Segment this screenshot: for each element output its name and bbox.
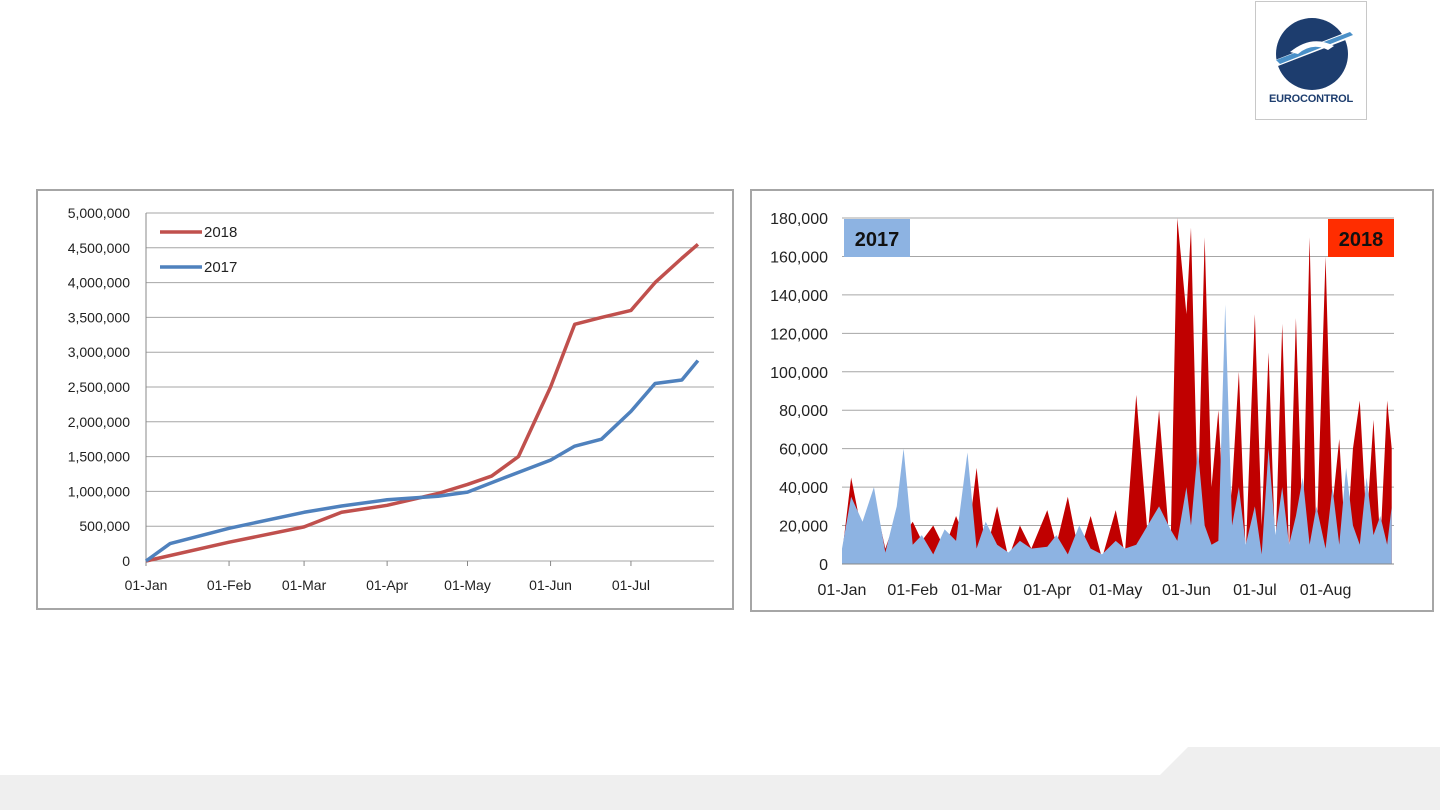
x-tick-label: 01-Apr: [366, 577, 408, 593]
y-tick-label: 120,000: [770, 326, 828, 343]
y-tick-label: 20,000: [779, 519, 828, 536]
area-series-2017: [842, 304, 1392, 564]
footer-tab-shape: [1160, 747, 1440, 810]
x-tick-label: 01-Feb: [207, 577, 252, 593]
badge-2018: [1328, 219, 1394, 257]
y-tick-label: 40,000: [779, 480, 828, 497]
y-tick-label: 2,500,000: [68, 379, 130, 395]
y-tick-label: 180,000: [770, 211, 828, 228]
y-tick-label: 160,000: [770, 249, 828, 266]
x-tick-label: 01-May: [444, 577, 491, 593]
x-tick-label: 01-Jan: [818, 582, 867, 599]
x-tick-label: 01-Mar: [282, 577, 327, 593]
cumulative-chart-svg: 5,000,000 4,500,000 4,000,000 3,500,000 3,00…: [68, 205, 714, 593]
y-tick-label: 3,000,000: [68, 344, 130, 360]
eurocontrol-logo-icon: [1270, 18, 1356, 90]
daily-area-chart-svg: 180,000 160,000 140,000 120,000 100,000 80,00…: [770, 211, 1394, 599]
y-tick-label: 2,000,000: [68, 414, 130, 430]
daily-area-chart: 180,000 160,000 140,000 120,000 100,000 80,00…: [750, 189, 1434, 612]
y-tick-label: 60,000: [779, 442, 828, 459]
y-tick-label: 0: [122, 553, 130, 569]
x-tick-label: 01-Jun: [529, 577, 572, 593]
badge-2017: [844, 219, 910, 257]
legend-label: 2017: [204, 259, 237, 276]
x-tick-label: 01-May: [1089, 582, 1142, 599]
x-tick-label: 01-Feb: [887, 582, 938, 599]
y-tick-label: 4,000,000: [68, 275, 130, 291]
y-tick-label: 5,000,000: [68, 205, 130, 221]
y-tick-label: 1,000,000: [68, 483, 130, 499]
logo-text: EUROCONTROL: [1269, 93, 1353, 105]
x-tick-label: 01-Jul: [1233, 582, 1277, 599]
y-tick-label: 100,000: [770, 365, 828, 382]
series-line-2018: [145, 242, 700, 563]
y-tick-label: 3,500,000: [68, 309, 130, 325]
legend-label: 2018: [204, 224, 237, 241]
series-line-2017: [144, 359, 700, 563]
y-tick-label: 0: [819, 557, 828, 574]
y-tick-label: 1,500,000: [68, 449, 130, 465]
badge-2017-label: 2017: [855, 229, 900, 251]
area-series-2018: [842, 218, 1392, 564]
y-tick-label: 80,000: [779, 403, 828, 420]
x-tick-label: 01-Mar: [951, 582, 1002, 599]
badge-2018-label: 2018: [1339, 229, 1384, 251]
x-tick-label: 01-Apr: [1023, 582, 1072, 599]
eurocontrol-logo: EUROCONTROL: [1255, 1, 1367, 120]
x-tick-label: 01-Aug: [1300, 582, 1352, 599]
x-tick-label: 01-Jun: [1162, 582, 1211, 599]
x-tick-label: 01-Jul: [612, 577, 650, 593]
y-tick-label: 500,000: [79, 518, 130, 534]
cumulative-chart: 5,000,000 4,500,000 4,000,000 3,500,000 3,00…: [36, 189, 734, 610]
x-tick-label: 01-Jan: [125, 577, 168, 593]
y-tick-label: 140,000: [770, 288, 828, 305]
y-tick-label: 4,500,000: [68, 240, 130, 256]
